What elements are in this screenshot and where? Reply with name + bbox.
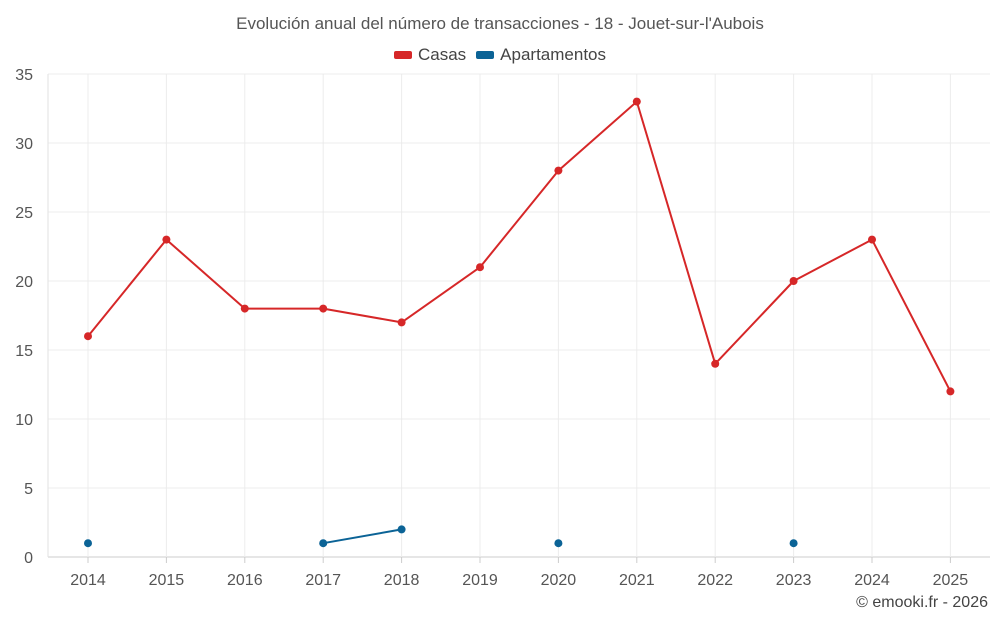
x-tick-label: 2020 [541, 572, 577, 589]
data-point-casas [319, 304, 328, 313]
y-tick-label: 20 [15, 274, 33, 291]
data-point-apartamentos [554, 539, 563, 548]
x-tick-label: 2015 [149, 572, 185, 589]
series-line-casas [165, 238, 246, 310]
series-line-casas [400, 266, 481, 324]
data-point-casas [476, 263, 484, 272]
y-tick-label: 35 [15, 67, 33, 84]
y-tick-label: 0 [24, 550, 33, 567]
x-tick-label: 2025 [933, 572, 969, 589]
credit-text: © emooki.fr - 2026 [856, 594, 988, 611]
chart-title: Evolución anual del número de transaccio… [236, 14, 764, 33]
legend-item-casas[interactable]: Casas [393, 45, 467, 65]
data-point-casas [946, 387, 955, 396]
x-tick-label: 2014 [70, 572, 106, 589]
data-point-casas [632, 97, 641, 106]
series-line-casas [479, 169, 560, 269]
legend-item-apartamentos[interactable]: Apartamentos [476, 45, 606, 65]
x-tick-label: 2016 [227, 572, 263, 589]
data-point-casas [711, 359, 720, 368]
series-line-casas [635, 100, 717, 365]
legend-swatch-apartamentos [476, 51, 495, 59]
data-point-casas [397, 318, 406, 327]
y-tick-label: 30 [15, 136, 33, 153]
data-point-casas [789, 277, 798, 285]
y-tick-label: 15 [15, 343, 33, 360]
x-tick-label: 2017 [305, 572, 341, 589]
series-line-casas [714, 280, 795, 365]
x-tick-label: 2024 [854, 572, 890, 589]
data-point-casas [162, 235, 171, 244]
y-tick-label: 10 [15, 412, 33, 429]
data-point-casas [84, 332, 92, 341]
series-line-casas [871, 238, 952, 393]
series-line-casas [322, 307, 403, 324]
x-tick-label: 2022 [697, 572, 733, 589]
x-tick-label: 2023 [776, 572, 812, 589]
legend: Casas Apartamentos [0, 45, 1000, 65]
data-point-apartamentos [789, 539, 798, 548]
series-line-casas [87, 238, 168, 338]
legend-swatch-casas [393, 51, 412, 59]
series-line-casas [792, 238, 873, 282]
data-point-apartamentos [397, 525, 406, 534]
x-tick-label: 2021 [619, 572, 655, 589]
x-tick-label: 2019 [462, 572, 498, 589]
data-point-apartamentos [84, 539, 92, 548]
series-line-apartamentos [322, 528, 403, 545]
legend-label-apartamentos: Apartamentos [500, 45, 607, 64]
data-point-casas [240, 304, 249, 313]
data-point-apartamentos [319, 539, 328, 548]
legend-label-casas: Casas [417, 45, 467, 64]
y-tick-label: 5 [24, 481, 33, 498]
y-tick-label: 25 [15, 205, 33, 222]
data-point-casas [868, 235, 876, 244]
data-point-casas [554, 166, 563, 175]
x-tick-label: 2018 [384, 572, 420, 589]
series-line-casas [557, 100, 638, 172]
